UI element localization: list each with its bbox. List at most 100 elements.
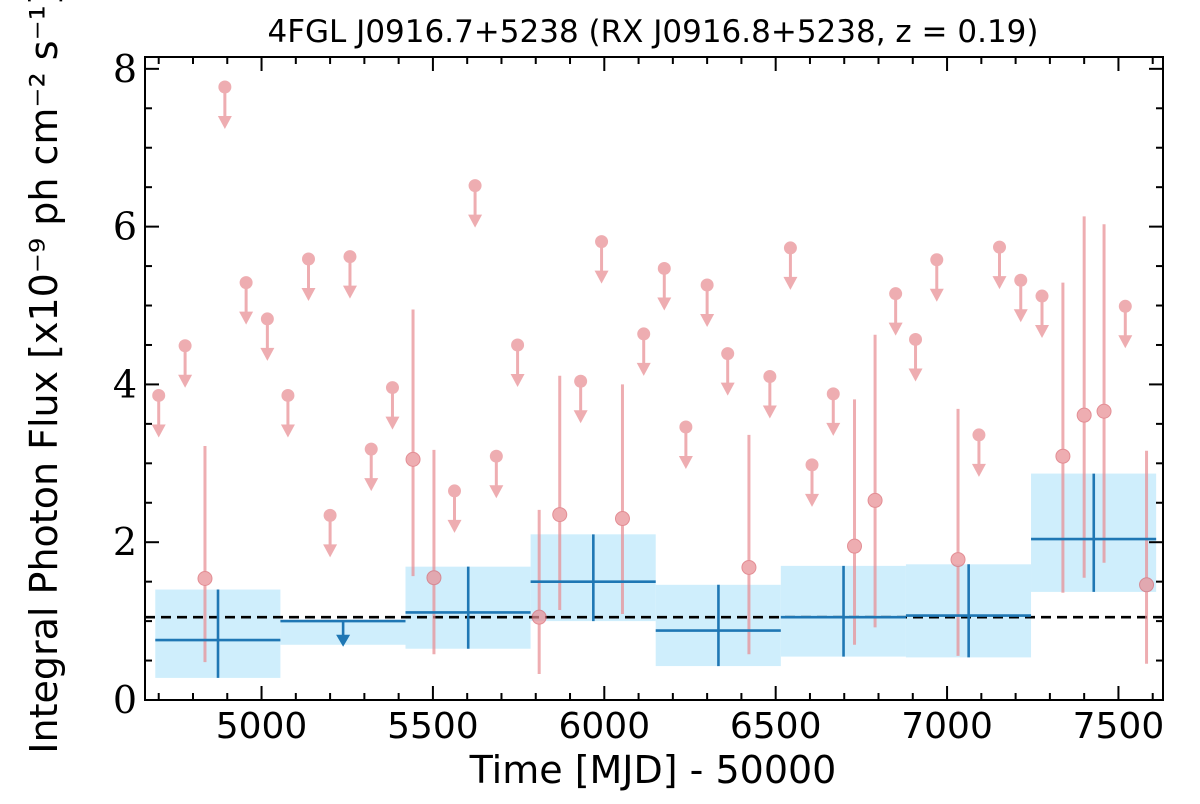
- upper-limit-marker: [574, 374, 588, 388]
- long-bin-point-4: [655, 584, 781, 667]
- upper-limit-point-8: [342, 250, 357, 299]
- detection-marker: [426, 570, 442, 586]
- upper-limit-arrowhead: [468, 214, 483, 228]
- upper-limit-point-25: [826, 387, 841, 436]
- upper-limit-marker: [218, 80, 232, 94]
- y-tick-label: 4: [113, 362, 137, 406]
- upper-limit-point-10: [385, 381, 400, 430]
- detection-point-10: [1055, 282, 1071, 593]
- upper-limit-marker: [1035, 289, 1049, 303]
- upper-limit-marker: [763, 370, 777, 384]
- upper-limit-point-33: [1118, 299, 1133, 349]
- upper-limit-point-16: [594, 235, 609, 284]
- upper-limit-arrowhead: [364, 478, 379, 492]
- upper-limit-point-26: [888, 287, 903, 336]
- upper-limit-point-18: [657, 261, 672, 311]
- upper-limit-point-5: [280, 388, 295, 438]
- upper-limit-arrowhead: [678, 456, 693, 470]
- upper-limit-arrowhead: [971, 463, 986, 477]
- upper-limit-marker: [826, 387, 840, 401]
- detection-marker: [1139, 577, 1155, 593]
- upper-limit-point-17: [636, 327, 651, 376]
- detection-marker: [197, 571, 213, 587]
- upper-limit-marker: [700, 278, 714, 292]
- long-bin-point-7: [1031, 473, 1157, 592]
- upper-limit-point-24: [805, 458, 820, 507]
- x-tick-label: 6500: [730, 706, 822, 747]
- upper-limit-arrowhead: [636, 362, 651, 376]
- upper-limit-marker: [1014, 273, 1028, 287]
- long-bin-point-1: [280, 619, 406, 647]
- long-bin-point-3: [530, 534, 656, 622]
- upper-limit-marker: [783, 241, 797, 255]
- upper-limit-point-21: [720, 347, 735, 396]
- upper-limit-arrowhead: [447, 519, 462, 533]
- upper-limit-point-23: [783, 241, 798, 290]
- detection-marker: [531, 609, 547, 625]
- y-axis-label: Integral Photon Flux [x10⁻⁹ ph cm⁻² s⁻¹]: [22, 0, 66, 754]
- detection-point-8: [867, 334, 883, 628]
- upper-limit-marker: [889, 287, 903, 301]
- axis-ticks: 5000 5500 6000 6500 7000 7500 0 2 4 6 8: [113, 47, 1164, 747]
- detection-marker: [1055, 448, 1071, 464]
- upper-limit-arrowhead: [657, 297, 672, 311]
- upper-limit-point-31: [1013, 273, 1028, 323]
- upper-limit-arrowhead: [573, 410, 588, 424]
- chart-title: 4FGL J0916.7+5238 (RX J0916.8+5238, z = …: [267, 14, 1038, 50]
- upper-limit-marker: [178, 339, 192, 353]
- upper-limit-marker: [468, 179, 482, 193]
- upper-limit-point-20: [700, 278, 715, 328]
- upper-limit-arrowhead: [1035, 325, 1050, 339]
- upper-limit-arrowhead: [280, 424, 295, 438]
- long-bin-point-6: [905, 564, 1032, 658]
- detection-point-5: [614, 384, 630, 615]
- upper-limit-point-13: [489, 449, 504, 499]
- upper-limit-point-28: [929, 253, 944, 302]
- upper-limit-arrowhead: [260, 347, 275, 361]
- x-tick-label: 7500: [1073, 706, 1165, 747]
- upper-limit-arrowhead: [323, 544, 338, 558]
- upper-limit-marker: [281, 388, 295, 402]
- upper-limit-point-22: [762, 370, 777, 419]
- upper-limit-marker: [909, 332, 923, 346]
- upper-limit-arrowhead: [805, 493, 820, 507]
- plot-frame: [144, 56, 1164, 701]
- upper-limit-point-32: [1035, 289, 1050, 339]
- upper-limit-point-30: [992, 240, 1007, 290]
- upper-limit-arrowhead: [594, 270, 609, 284]
- upper-limit-arrowhead: [700, 314, 715, 328]
- upper-limit-arrowhead: [720, 382, 735, 396]
- upper-limit-arrowhead: [510, 373, 525, 387]
- upper-limit-marker: [152, 388, 166, 402]
- detection-marker: [741, 559, 757, 575]
- upper-limit-point-19: [678, 420, 693, 470]
- plot-frame-border: [144, 56, 1164, 701]
- upper-limit-marker: [260, 312, 274, 326]
- upper-limit-arrowhead: [762, 405, 777, 419]
- upper-limit-point-12: [468, 179, 483, 228]
- upper-limit-marker: [301, 252, 315, 266]
- detection-marker: [552, 507, 568, 523]
- upper-limit-marker: [721, 347, 735, 361]
- y-tick-label: 8: [113, 47, 137, 91]
- detection-point-13: [1139, 450, 1155, 664]
- upper-limit-marker: [637, 327, 651, 341]
- detection-point-1: [405, 309, 421, 577]
- upper-limit-point-29: [971, 428, 986, 477]
- upper-limit-marker: [930, 253, 944, 267]
- x-tick-label: 6000: [558, 706, 650, 747]
- upper-limit-arrowhead: [178, 374, 193, 388]
- upper-limit-arrowhead: [217, 115, 232, 129]
- upper-limit-marker: [679, 420, 693, 434]
- upper-limit-marker: [595, 235, 609, 249]
- long-bin-point-5: [780, 565, 906, 657]
- detection-marker: [405, 451, 421, 467]
- detection-marker: [1096, 403, 1112, 419]
- upper-limit-marker: [364, 442, 378, 456]
- detection-point-12: [1096, 224, 1112, 563]
- upper-limit-point-27: [908, 332, 923, 382]
- upper-limit-point-0: [151, 388, 166, 438]
- upper-limit-arrowhead: [151, 424, 166, 438]
- upper-limit-arrowhead: [783, 276, 798, 290]
- detection-marker: [950, 552, 966, 568]
